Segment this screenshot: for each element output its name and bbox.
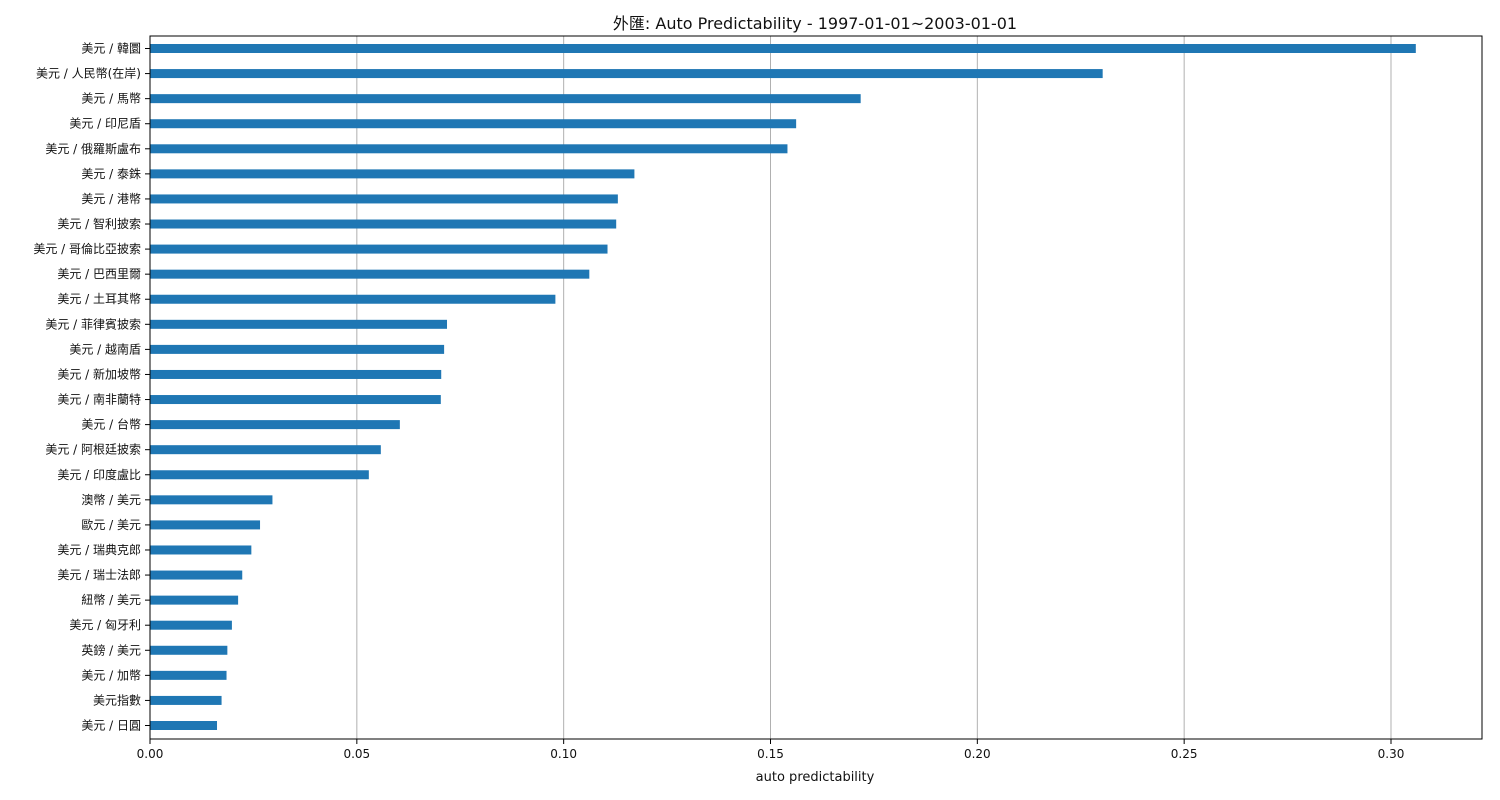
category-label: 美元 / 土耳其幣 <box>57 292 141 306</box>
category-label: 美元 / 台幣 <box>81 417 141 432</box>
bar <box>150 319 448 329</box>
bar <box>150 244 608 254</box>
bar <box>150 344 445 354</box>
category-label: 澳幣 / 美元 <box>81 493 141 507</box>
bar <box>150 94 861 104</box>
category-label: 紐幣 / 美元 <box>81 593 141 607</box>
category-label: 美元 / 菲律賓披索 <box>45 316 141 331</box>
x-axis-ticks: 0.00 0.05 0.10 0.15 0.20 0.25 0.30 <box>137 739 1405 761</box>
category-label: 美元 / 馬幣 <box>81 92 141 106</box>
category-label: 美元 / 韓圜 <box>81 42 141 56</box>
category-label: 美元 / 人民幣(在岸) <box>36 67 141 81</box>
bar <box>150 420 400 430</box>
category-label: 美元 / 阿根廷披索 <box>45 443 141 457</box>
category-label: 美元 / 泰銖 <box>81 166 141 181</box>
grid-lines <box>356 36 1392 739</box>
bar <box>150 144 788 154</box>
category-label: 美元 / 匈牙利 <box>69 618 141 632</box>
bar <box>150 520 261 530</box>
bar <box>150 269 590 279</box>
x-tick-label: 0.25 <box>1171 747 1198 761</box>
bar <box>150 194 618 204</box>
bar <box>150 670 227 680</box>
bar <box>150 369 442 379</box>
bar <box>150 545 252 555</box>
x-tick-label: 0.10 <box>550 747 577 761</box>
bar <box>150 620 232 630</box>
bar <box>150 445 381 455</box>
category-label: 美元 / 智利披索 <box>57 216 141 231</box>
category-label: 美元 / 新加坡幣 <box>57 366 141 381</box>
category-label: 美元 / 印度盧比 <box>57 467 141 482</box>
x-tick-label: 0.00 <box>137 747 164 761</box>
bar <box>150 395 441 405</box>
bar <box>150 721 218 730</box>
category-label: 美元指數 <box>93 692 141 707</box>
bar <box>150 645 228 655</box>
category-label: 英鎊 / 美元 <box>81 642 141 657</box>
category-label: 美元 / 巴西里爾 <box>57 267 141 281</box>
chart-title: 外匯: Auto Predictability - 1997-01-01~200… <box>613 14 1017 33</box>
x-tick-label: 0.30 <box>1378 747 1405 761</box>
category-label: 美元 / 加幣 <box>81 668 141 682</box>
category-label: 美元 / 哥倫比亞披索 <box>33 242 141 256</box>
category-label: 美元 / 俄羅斯盧布 <box>45 142 141 156</box>
category-label: 美元 / 瑞士法郎 <box>57 568 141 582</box>
bar <box>150 219 617 229</box>
bars <box>150 44 1416 730</box>
category-label: 美元 / 越南盾 <box>69 341 141 356</box>
x-tick-label: 0.15 <box>757 747 784 761</box>
bar <box>150 169 635 179</box>
bar <box>150 470 369 480</box>
category-label: 歐元 / 美元 <box>81 517 141 532</box>
category-label: 美元 / 南非蘭特 <box>57 392 141 407</box>
bar <box>150 44 1416 53</box>
category-label: 美元 / 瑞典克郎 <box>57 543 141 557</box>
x-tick-label: 0.20 <box>964 747 991 761</box>
bar <box>150 69 1103 79</box>
bar <box>150 570 243 580</box>
x-tick-label: 0.05 <box>343 747 370 761</box>
bar <box>150 695 222 705</box>
category-label: 美元 / 日圓 <box>81 719 141 733</box>
category-label: 美元 / 印尼盾 <box>69 117 141 131</box>
bar <box>150 595 239 605</box>
x-axis-label: auto predictability <box>756 770 875 785</box>
category-label: 美元 / 港幣 <box>81 192 141 206</box>
bar <box>150 119 797 129</box>
bar <box>150 294 556 304</box>
bar <box>150 495 273 505</box>
axes-frame <box>149 35 1483 740</box>
